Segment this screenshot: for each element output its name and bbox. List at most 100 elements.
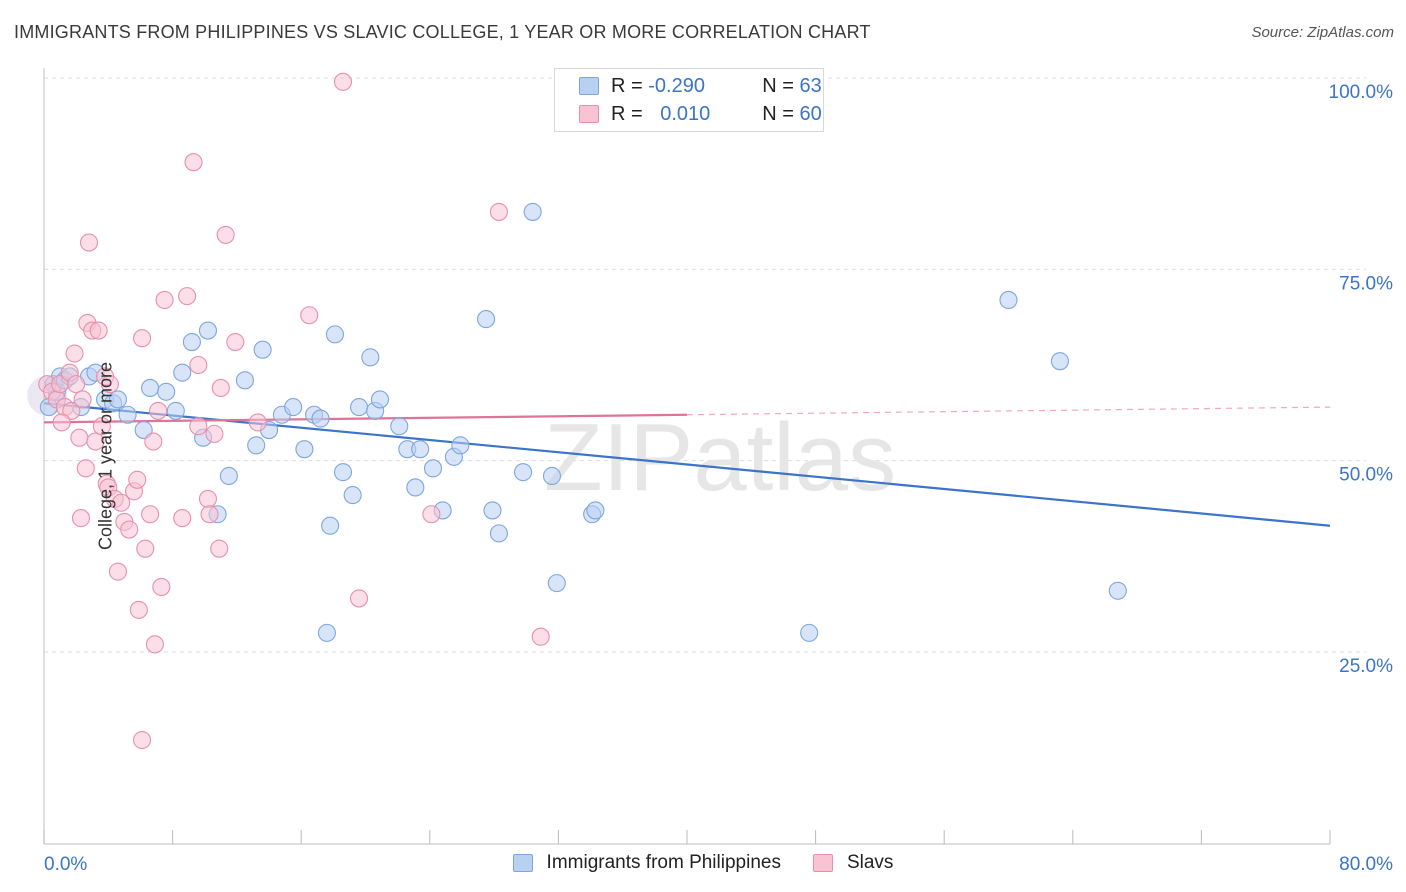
point-slavs [141, 505, 160, 524]
point-slavs [92, 417, 111, 436]
point-philippines [157, 382, 176, 401]
correlation-legend: R = -0.290 N = 63 R = 0.010 N = 60 [554, 68, 824, 132]
series-swatch-blue [512, 854, 533, 872]
point-philippines [523, 202, 542, 221]
point-philippines [547, 574, 566, 593]
y-tick-label: 75.0% [1339, 273, 1393, 294]
point-slavs [129, 600, 148, 619]
point-philippines [477, 310, 496, 329]
point-slavs [155, 290, 174, 309]
point-philippines [219, 466, 238, 486]
point-slavs [133, 730, 152, 750]
legend-r-label: R = [611, 74, 643, 97]
legend-n-label: N = [762, 102, 794, 125]
point-slavs [128, 470, 147, 489]
point-slavs [112, 493, 131, 512]
point-slavs [333, 72, 353, 91]
point-slavs [422, 505, 441, 524]
point-slavs [73, 390, 92, 409]
point-slavs [144, 432, 163, 451]
point-philippines [406, 478, 425, 497]
series-legend-slavs[interactable]: Slavs [812, 852, 893, 874]
point-philippines [800, 623, 819, 642]
point-slavs [300, 306, 319, 325]
point-slavs [108, 562, 127, 581]
point-slavs [489, 202, 508, 221]
series-legend-philippines[interactable]: Immigrants from Philippines [512, 852, 781, 874]
point-slavs [79, 233, 99, 252]
point-philippines [235, 371, 254, 390]
point-philippines [118, 405, 137, 424]
point-philippines [317, 623, 336, 642]
point-slavs [71, 509, 91, 528]
point-philippines [423, 459, 443, 478]
legend-row-slavs: R = 0.010 N = 60 [579, 100, 822, 128]
legend-swatch-pink [579, 105, 599, 123]
chart-title: IMMIGRANTS FROM PHILIPPINES VS SLAVIC CO… [14, 22, 871, 42]
point-slavs [86, 432, 105, 451]
point-philippines [284, 398, 303, 417]
point-philippines [586, 501, 605, 520]
point-philippines [513, 463, 533, 482]
watermark: ZIPatlas [544, 404, 896, 511]
point-philippines [198, 321, 218, 340]
point-philippines [390, 417, 409, 436]
y-axis-title: College, 1 year or more [95, 361, 116, 551]
point-philippines [173, 363, 192, 382]
legend-row-philippines: R = -0.290 N = 63 [579, 72, 822, 100]
point-slavs [205, 424, 224, 443]
grid-lines [44, 77, 1366, 653]
point-slavs [198, 489, 218, 508]
trend-line-slavs-extension [686, 406, 1331, 416]
legend-r-value: -0.290 [648, 74, 705, 97]
data-points [27, 72, 1127, 750]
point-philippines [489, 524, 508, 543]
series-name-philippines: Immigrants from Philippines [546, 852, 781, 873]
point-slavs [531, 627, 550, 646]
point-slavs [120, 520, 139, 539]
legend-r-value: 0.010 [660, 102, 711, 125]
point-slavs [189, 355, 208, 375]
point-slavs [226, 332, 245, 352]
point-philippines [182, 332, 201, 352]
point-slavs [76, 459, 95, 478]
point-slavs [189, 417, 208, 436]
point-slavs [200, 505, 219, 524]
y-tick-label: 100.0% [1329, 82, 1394, 103]
point-philippines [247, 436, 266, 455]
point-philippines [411, 440, 430, 459]
series-legend: Immigrants from Philippines Slavs [0, 852, 1406, 874]
point-philippines [253, 340, 272, 359]
point-slavs [52, 413, 71, 432]
y-tick-label: 50.0% [1339, 465, 1393, 486]
point-philippines [542, 466, 562, 486]
point-slavs [350, 589, 369, 608]
y-tick-label: 25.0% [1339, 656, 1393, 677]
point-philippines [451, 436, 470, 455]
point-philippines [108, 390, 127, 409]
point-slavs [136, 539, 155, 558]
legend-r-label: R = [611, 102, 643, 125]
source-label: Source: ZipAtlas.com [1251, 24, 1394, 41]
point-philippines [1108, 581, 1127, 600]
point-philippines [166, 401, 185, 420]
point-slavs [210, 539, 229, 558]
axes [43, 68, 1331, 845]
point-philippines [333, 463, 353, 482]
legend-n-label: N = [762, 74, 794, 97]
legend-swatch-blue [579, 77, 599, 95]
point-slavs [184, 153, 203, 172]
point-slavs [133, 329, 152, 348]
point-slavs [216, 225, 235, 244]
point-philippines [1050, 352, 1069, 371]
trend-line-slavs [43, 413, 688, 424]
point-philippines [295, 440, 314, 459]
point-philippines [343, 486, 362, 505]
series-swatch-pink [812, 854, 833, 872]
point-slavs [145, 635, 164, 654]
point-philippines [325, 325, 345, 344]
point-philippines [141, 378, 160, 398]
point-philippines [311, 409, 330, 428]
point-philippines [350, 398, 369, 417]
